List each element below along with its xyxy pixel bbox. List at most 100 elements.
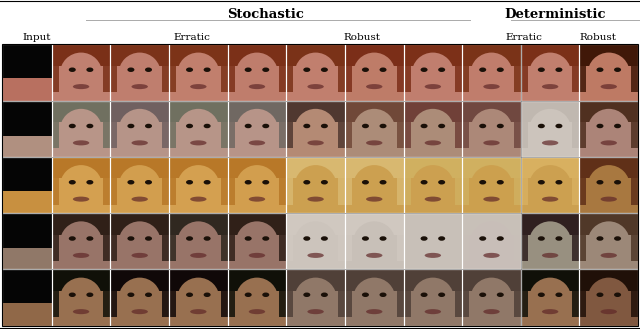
Bar: [521, 157, 579, 178]
Ellipse shape: [321, 236, 328, 241]
Ellipse shape: [497, 124, 504, 128]
Ellipse shape: [529, 221, 572, 264]
Ellipse shape: [127, 292, 134, 297]
Ellipse shape: [303, 124, 310, 128]
Bar: [2, 157, 52, 191]
Bar: [110, 44, 169, 101]
Bar: [279, 165, 286, 205]
Bar: [286, 213, 345, 269]
Bar: [228, 269, 286, 326]
Bar: [462, 269, 521, 326]
Bar: [228, 278, 235, 317]
Bar: [228, 157, 286, 178]
Bar: [103, 53, 110, 92]
Bar: [404, 53, 411, 92]
Bar: [228, 213, 286, 235]
Ellipse shape: [614, 124, 621, 128]
Ellipse shape: [68, 124, 76, 128]
Bar: [572, 109, 579, 148]
Ellipse shape: [366, 197, 383, 202]
Bar: [169, 213, 228, 235]
Bar: [169, 213, 228, 269]
Bar: [286, 157, 345, 213]
Bar: [286, 269, 345, 291]
Bar: [455, 109, 462, 148]
Text: Input: Input: [23, 33, 51, 42]
Bar: [2, 213, 52, 248]
Bar: [2, 269, 52, 326]
Bar: [228, 157, 286, 213]
Bar: [286, 109, 293, 148]
Ellipse shape: [420, 67, 428, 72]
Ellipse shape: [497, 236, 504, 241]
Ellipse shape: [127, 124, 134, 128]
Ellipse shape: [483, 140, 500, 145]
Ellipse shape: [73, 253, 90, 258]
Ellipse shape: [542, 84, 558, 89]
Bar: [404, 157, 462, 213]
Ellipse shape: [614, 292, 621, 297]
Ellipse shape: [186, 67, 193, 72]
Bar: [521, 213, 579, 269]
Ellipse shape: [177, 109, 220, 151]
Bar: [521, 269, 579, 291]
Bar: [462, 109, 469, 148]
Ellipse shape: [204, 67, 211, 72]
Ellipse shape: [600, 140, 617, 145]
Bar: [2, 44, 52, 101]
Bar: [345, 44, 404, 101]
Bar: [338, 278, 345, 317]
Bar: [52, 157, 110, 178]
Bar: [110, 101, 169, 157]
Ellipse shape: [236, 221, 278, 264]
Bar: [345, 101, 404, 157]
Bar: [286, 44, 345, 101]
Ellipse shape: [294, 109, 337, 151]
Ellipse shape: [353, 278, 396, 320]
Bar: [2, 44, 52, 78]
Bar: [572, 278, 579, 317]
Bar: [338, 222, 345, 261]
Bar: [228, 222, 235, 261]
Bar: [52, 213, 110, 269]
Bar: [286, 157, 345, 178]
Bar: [572, 53, 579, 92]
Ellipse shape: [307, 140, 324, 145]
Bar: [462, 44, 521, 101]
Bar: [338, 109, 345, 148]
Ellipse shape: [529, 53, 572, 95]
Ellipse shape: [542, 253, 558, 258]
Bar: [52, 213, 110, 269]
Ellipse shape: [497, 67, 504, 72]
Bar: [52, 157, 110, 213]
Bar: [169, 269, 228, 326]
Ellipse shape: [244, 180, 252, 185]
Bar: [521, 44, 579, 101]
Bar: [110, 101, 169, 157]
Ellipse shape: [538, 67, 545, 72]
Bar: [462, 157, 521, 213]
Ellipse shape: [190, 309, 207, 314]
Ellipse shape: [307, 253, 324, 258]
Ellipse shape: [236, 53, 278, 95]
Ellipse shape: [366, 309, 383, 314]
Bar: [397, 109, 404, 148]
Bar: [286, 213, 345, 235]
Ellipse shape: [412, 221, 454, 264]
Ellipse shape: [321, 180, 328, 185]
Ellipse shape: [236, 278, 278, 320]
Bar: [579, 269, 638, 326]
Ellipse shape: [204, 124, 211, 128]
Bar: [110, 44, 169, 101]
Bar: [521, 213, 579, 235]
Ellipse shape: [186, 180, 193, 185]
Ellipse shape: [479, 236, 486, 241]
Bar: [521, 222, 528, 261]
Ellipse shape: [262, 124, 269, 128]
Bar: [2, 101, 52, 136]
Bar: [514, 53, 521, 92]
Ellipse shape: [86, 124, 93, 128]
Ellipse shape: [438, 292, 445, 297]
Bar: [286, 165, 293, 205]
Bar: [286, 278, 293, 317]
